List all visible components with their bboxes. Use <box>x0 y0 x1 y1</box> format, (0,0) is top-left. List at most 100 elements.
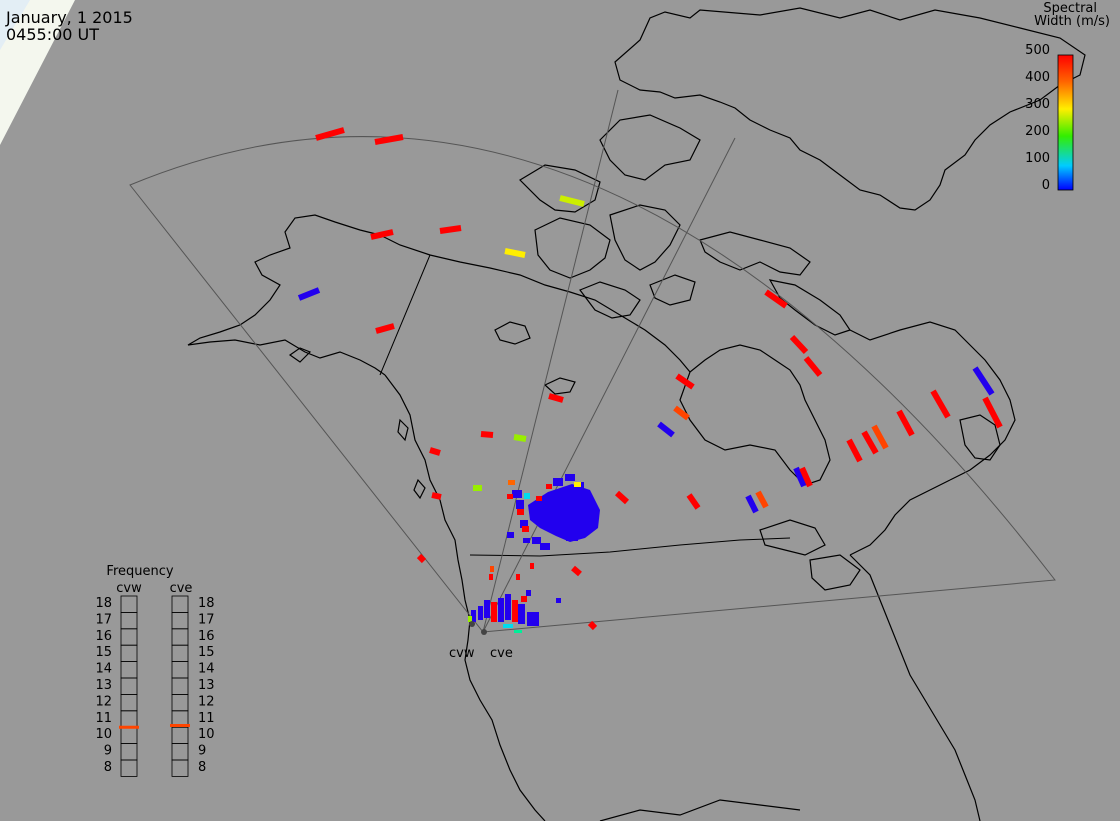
date-label: January, 1 2015 <box>6 8 133 27</box>
echo-cell <box>504 248 526 258</box>
arctic-mainland-coast <box>429 254 691 373</box>
echo-cell <box>513 434 527 442</box>
echo-cell <box>755 490 769 509</box>
frequency-tick-right: 15 <box>198 645 215 660</box>
time-label: 0455:00 UT <box>6 25 100 44</box>
echo-cell <box>793 466 807 488</box>
us-canada-border <box>469 537 791 557</box>
frequency-tick-left: 17 <box>95 612 112 627</box>
echo-cell <box>571 565 582 577</box>
frequency-tick-right: 8 <box>198 760 206 775</box>
frequency-tick-left: 10 <box>95 727 112 742</box>
labrador-coastline <box>849 321 1016 481</box>
arctic-islands <box>599 114 701 181</box>
echo-cell <box>439 225 462 234</box>
echo-cell <box>982 396 1003 429</box>
echo-cell <box>673 405 690 421</box>
colorbar-title: Spectral <box>1043 1 1097 16</box>
frequency-cell <box>171 628 189 646</box>
echo-cell <box>315 127 345 141</box>
frequency-title: Frequency <box>106 564 173 579</box>
radar-site-marker <box>469 621 475 627</box>
echo-cell <box>370 229 394 240</box>
frequency-cell <box>171 661 189 679</box>
frequency-cell <box>171 595 189 613</box>
frequency-cell <box>171 759 189 777</box>
echo-cell <box>686 493 701 510</box>
radar-fov-outline <box>129 136 1056 633</box>
frequency-tick-left: 14 <box>95 662 112 677</box>
frequency-cell <box>120 759 138 777</box>
frequency-cell <box>120 661 138 679</box>
echo-cell <box>871 424 889 450</box>
frequency-tick-right: 14 <box>198 662 215 677</box>
echo-cell <box>861 430 879 455</box>
echo-cell <box>297 287 321 301</box>
echo-cell <box>614 490 630 505</box>
echo-cell <box>431 492 442 500</box>
echo-cell <box>375 323 395 334</box>
near-radar-echoes <box>468 563 561 633</box>
colorbar-tick: 200 <box>1025 124 1050 139</box>
colorbar-tick: 300 <box>1025 97 1050 112</box>
frequency-cell <box>171 677 189 695</box>
frequency-cell <box>171 612 189 630</box>
colorbar-tick: 500 <box>1025 43 1050 58</box>
frequency-label-cvw: cvw <box>116 581 142 596</box>
newfoundland-coastline <box>959 414 1001 461</box>
echo-cell <box>587 620 598 631</box>
echo-cell <box>846 438 863 463</box>
frequency-tick-right: 12 <box>198 694 215 709</box>
echo-cell <box>559 195 585 207</box>
frequency-cell <box>171 694 189 712</box>
frequency-tick-left: 12 <box>95 694 112 709</box>
frequency-tick-left: 18 <box>95 596 112 611</box>
radar-site-marker <box>481 629 487 635</box>
echo-cell <box>789 334 809 355</box>
hudson-bay-coastline <box>679 344 831 486</box>
echo-cell <box>657 421 675 438</box>
frequency-tick-right: 11 <box>198 711 215 726</box>
frequency-cell <box>120 710 138 728</box>
frequency-tick-left: 13 <box>95 678 112 693</box>
frequency-cell <box>120 677 138 695</box>
echo-cell <box>745 494 759 514</box>
frequency-label-cve: cve <box>170 581 193 596</box>
colorbar-gradient <box>1057 54 1074 191</box>
echo-cell <box>803 356 823 377</box>
radar-label-cve: cve <box>490 646 513 661</box>
frequency-cell <box>120 743 138 761</box>
echo-cell <box>896 409 915 437</box>
frequency-cell <box>120 628 138 646</box>
frequency-tick-right: 13 <box>198 678 215 693</box>
echo-cell <box>429 447 441 456</box>
frequency-cell <box>120 694 138 712</box>
frequency-cell <box>171 743 189 761</box>
colorbar-tick: 400 <box>1025 70 1050 85</box>
echo-cell <box>675 373 695 390</box>
colorbar-tick: 100 <box>1025 151 1050 166</box>
frequency-cell <box>120 644 138 663</box>
frequency-tick-right: 18 <box>198 596 215 611</box>
colorbar-title-units: Width (m/s) <box>1034 14 1110 29</box>
alaska-canada-border <box>379 254 431 376</box>
frequency-cell <box>120 612 138 630</box>
frequency-cell <box>120 595 138 613</box>
frequency-tick-right: 9 <box>198 744 206 759</box>
frequency-tick-left: 15 <box>95 645 112 660</box>
frequency-tick-left: 9 <box>104 744 112 759</box>
alaska-coastline <box>187 214 431 376</box>
frequency-cell <box>120 726 138 745</box>
greenland-coastline <box>614 7 1086 211</box>
great-lakes <box>759 519 826 556</box>
frequency-cell <box>171 726 189 745</box>
echo-cell <box>480 431 494 438</box>
echo-cell <box>799 466 813 488</box>
